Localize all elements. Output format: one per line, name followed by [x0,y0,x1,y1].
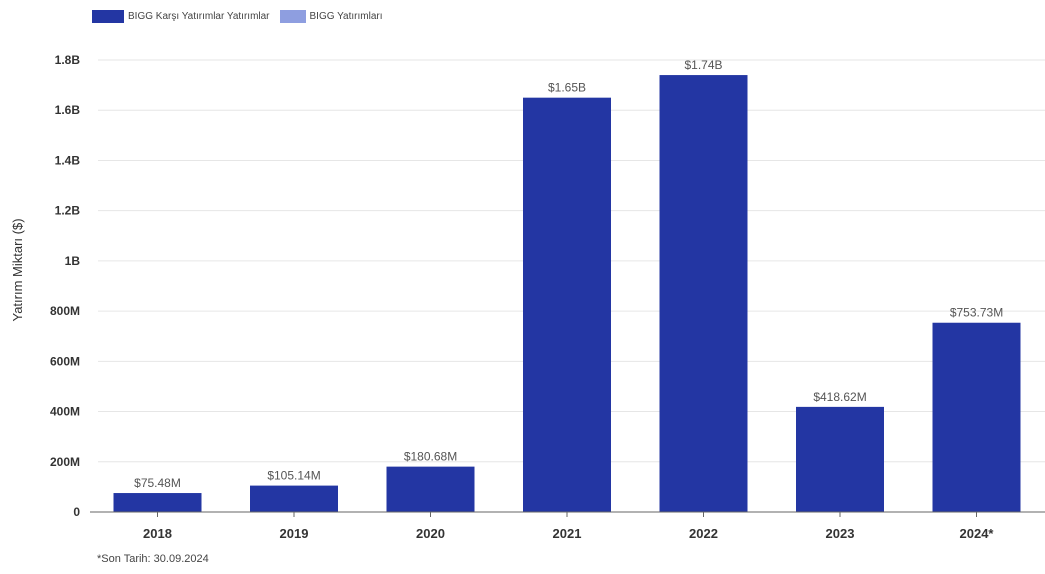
bar-value-label: $1.74B [684,58,722,72]
bar[interactable] [796,406,884,512]
legend-swatch-dark [92,9,124,23]
y-tick-label: 1.2B [55,204,81,218]
legend-label: BIGG Karşı Yatırımlar Yatırımlar [128,10,270,22]
bar-value-label: $180.68M [404,450,457,464]
x-tick-label: 2022 [689,526,718,541]
x-axis-ticks: 2018 2019 2020 2021 2022 2023 2024* [143,512,994,541]
bar[interactable] [250,485,338,512]
y-tick-label: 0 [73,505,80,519]
x-tick-label: 2024* [960,526,995,541]
bar[interactable] [932,322,1021,512]
x-tick-label: 2019 [280,526,309,541]
legend-label: BIGG Yatırımları [309,10,383,22]
bar[interactable] [523,97,611,513]
legend-swatch-light [279,9,306,23]
y-tick-label: 1.6B [55,103,81,117]
bar-value-label: $75.48M [134,476,181,490]
legend-item-counter-investments[interactable]: BIGG Karşı Yatırımlar Yatırımlar [92,9,270,23]
bar[interactable] [113,493,202,512]
y-tick-label: 800M [50,304,80,318]
bar-value-label: $105.14M [267,469,320,483]
y-tick-label: 200M [50,455,80,469]
x-tick-label: 2018 [143,526,172,541]
bars: $75.48M $105.14M $180.68M $1.65B $1.74B $418.… [113,58,1021,513]
y-tick-label: 1.8B [55,53,81,67]
chart-legend: BIGG Karşı Yatırımlar Yatırımlar BIGG Ya… [92,8,383,24]
bar[interactable] [659,75,748,513]
footnote: *Son Tarih: 30.09.2024 [97,553,209,565]
y-tick-label: 1B [65,254,81,268]
bar-value-label: $418.62M [813,390,866,404]
y-axis-label: Yatırım Miktarı ($) [10,218,25,321]
x-tick-label: 2020 [416,526,445,541]
x-tick-label: 2021 [553,526,582,541]
x-tick-label: 2023 [826,526,855,541]
bar-value-label: $753.73M [950,306,1003,320]
y-tick-label: 1.4B [55,153,81,167]
bar-value-label: $1.65B [548,81,586,95]
y-axis-ticks: 0 200M 400M 600M 800M 1B 1.2B 1.4B 1.6B 1.8B [50,53,80,519]
y-tick-label: 600M [50,354,80,368]
y-tick-label: 400M [50,405,80,419]
legend-item-investments[interactable]: BIGG Yatırımları [279,9,383,23]
bar[interactable] [386,466,475,512]
